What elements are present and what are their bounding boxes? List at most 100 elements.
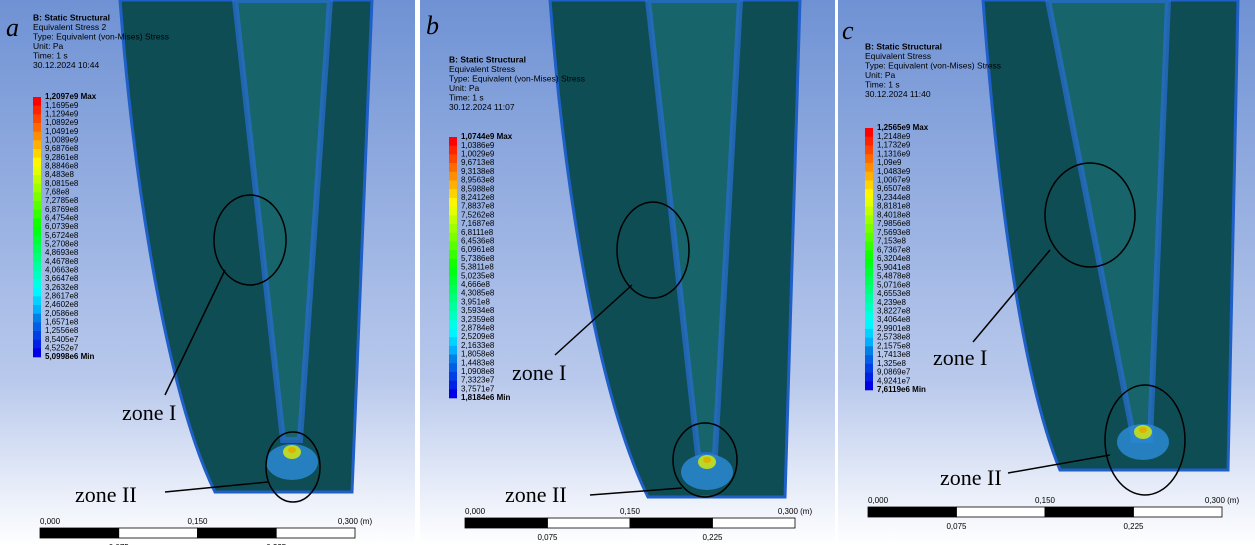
scale-segment <box>629 517 713 529</box>
legend-swatch <box>33 183 41 193</box>
zone-pointer <box>1007 454 1111 474</box>
legend-label: 4,9241e7 <box>877 376 911 385</box>
legend-label: 2,8617e8 <box>45 291 79 300</box>
scale-label: 0,075 <box>946 522 967 531</box>
legend-label: 1,0067e9 <box>877 176 911 185</box>
legend-label: 2,8784e8 <box>461 324 495 333</box>
scale-segment <box>867 506 957 518</box>
legend-swatch <box>865 136 873 146</box>
legend-label: 8,9563e8 <box>461 176 495 185</box>
legend-swatch <box>865 267 873 277</box>
scale-segment <box>464 517 548 529</box>
legend-swatch <box>865 180 873 190</box>
zone-label: zone II <box>505 482 567 507</box>
legend-label: 9,6507e8 <box>877 184 911 193</box>
legend-swatch <box>865 372 873 382</box>
header-line: Type: Equivalent (von-Mises) Stress <box>33 31 169 41</box>
panel-letter: b <box>426 11 439 40</box>
zone-circle <box>213 194 287 286</box>
legend-swatch <box>449 345 457 355</box>
legend-swatch <box>33 235 41 245</box>
legend-label: 5,3811e8 <box>461 263 494 272</box>
legend-label: 2,4602e8 <box>45 300 79 309</box>
legend-swatch <box>449 389 457 399</box>
header-line: B: Static Structural <box>449 54 526 64</box>
legend-swatch <box>865 285 873 295</box>
legend-label: 9,2861e8 <box>45 153 79 162</box>
header-line: Equivalent Stress 2 <box>33 22 107 32</box>
legend-swatch <box>865 154 873 164</box>
legend-label: 7,153e8 <box>877 237 906 246</box>
legend-label: 9,3138e8 <box>461 167 495 176</box>
legend-label: 8,5405e7 <box>45 335 79 344</box>
legend-label: 6,8769e8 <box>45 205 79 214</box>
zone-circle <box>1044 162 1136 268</box>
legend-swatch <box>33 270 41 280</box>
legend-label: 6,8111e8 <box>461 228 494 237</box>
legend-label: 5,9041e8 <box>877 263 911 272</box>
legend-label: 2,5738e8 <box>877 333 911 342</box>
legend-label: 1,1695e9 <box>45 101 79 110</box>
legend-label: 2,1633e8 <box>461 341 495 350</box>
legend-swatch <box>865 276 873 286</box>
legend-label: 2,1575e8 <box>877 341 911 350</box>
legend-swatch <box>33 253 41 262</box>
legend-label: 1,325e8 <box>877 359 906 368</box>
legend-swatch <box>33 331 41 340</box>
legend-label: 1,8184e6 Min <box>461 393 510 402</box>
legend-swatch <box>865 145 873 155</box>
legend-label: 7,6119e6 Min <box>877 385 926 394</box>
legend-swatch <box>33 287 41 297</box>
legend-swatch <box>449 232 457 242</box>
legend-swatch <box>865 162 873 172</box>
legend-label: 5,7386e8 <box>461 254 495 263</box>
legend-swatch <box>33 313 41 323</box>
result-view: zone I zone II a B: Static StructuralEquiva… <box>0 0 415 545</box>
panel-letter: a <box>6 13 19 42</box>
scale-segment <box>1133 506 1223 518</box>
legend-label: 6,3204e8 <box>877 254 911 263</box>
legend-label: 3,5934e8 <box>461 306 495 315</box>
legend-label: 3,951e8 <box>461 297 490 306</box>
legend-label: 4,6553e8 <box>877 289 911 298</box>
legend-label: 3,6647e8 <box>45 274 79 283</box>
legend-label: 1,0089e9 <box>45 135 79 144</box>
header-line: Time: 1 s <box>865 79 900 89</box>
legend-label: 7,2785e8 <box>45 196 79 205</box>
legend-label: 4,5252e7 <box>45 343 79 352</box>
legend-swatch <box>449 224 457 233</box>
zone-label: zone I <box>933 345 987 370</box>
legend-swatch <box>33 261 41 271</box>
stress-peak <box>288 447 296 453</box>
legend-label: 1,0386e9 <box>461 141 495 150</box>
legend-label: 4,8693e8 <box>45 248 79 257</box>
legend-swatch <box>33 97 41 106</box>
legend-swatch <box>449 206 457 216</box>
legend-label: 8,2412e8 <box>461 193 495 202</box>
scale-label: 0,150 <box>1035 496 1056 505</box>
legend-swatch <box>33 279 41 288</box>
legend-swatch <box>33 322 41 332</box>
legend-label: 1,6571e8 <box>45 317 79 326</box>
legend-label: 4,666e8 <box>461 280 490 289</box>
header-line: Time: 1 s <box>33 50 68 60</box>
legend-swatch <box>33 244 41 254</box>
legend-label: 3,2632e8 <box>45 283 79 292</box>
legend-label: 9,6713e8 <box>461 158 495 167</box>
legend-swatch <box>33 296 41 306</box>
stress-peak <box>1139 427 1147 433</box>
legend-label: 1,0744e9 Max <box>461 132 513 141</box>
panel-letter: c <box>842 16 854 45</box>
header-line: Equivalent Stress <box>865 51 931 61</box>
legend-label: 1,0908e8 <box>461 367 495 376</box>
legend-swatch <box>865 337 873 347</box>
legend-swatch <box>449 337 457 347</box>
legend-swatch <box>865 259 873 269</box>
zone-pointer <box>554 284 633 356</box>
header-line: Unit: Pa <box>865 70 896 80</box>
legend-swatch <box>33 140 41 150</box>
header-line: Time: 1 s <box>449 92 484 102</box>
legend-label: 7,68e8 <box>45 187 70 196</box>
legend-swatch <box>865 320 873 330</box>
legend-label: 1,8058e8 <box>461 350 495 359</box>
